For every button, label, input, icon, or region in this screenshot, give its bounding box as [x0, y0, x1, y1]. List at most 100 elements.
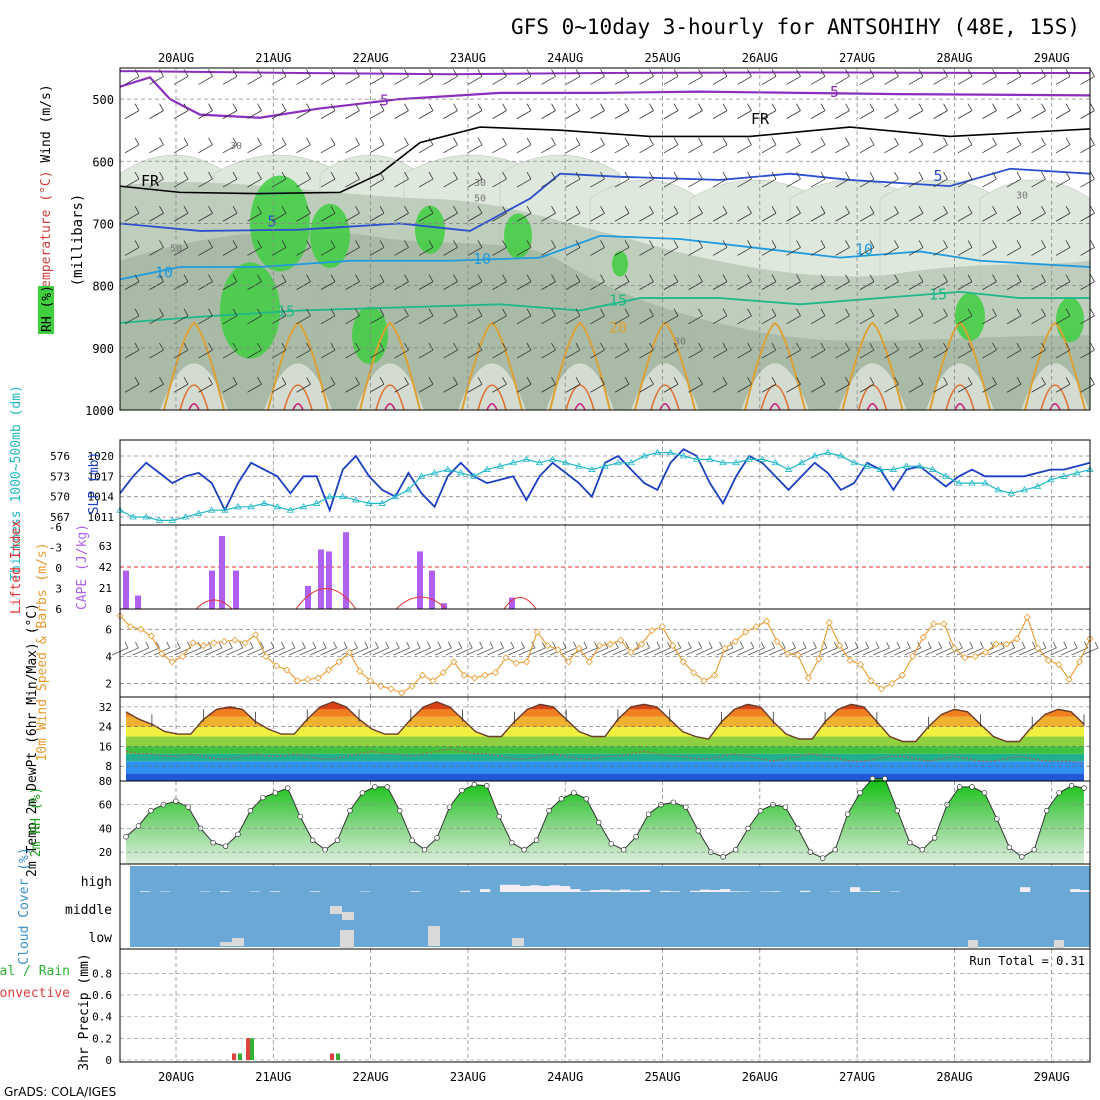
wind-barb — [369, 103, 385, 119]
rh-shade-90 — [352, 306, 388, 365]
surface-wind-barb — [852, 641, 870, 656]
wind-speed-marker — [387, 685, 395, 693]
wind-speed-marker — [867, 677, 875, 685]
surface-wind-barb — [518, 641, 536, 656]
wind-barb — [1055, 103, 1071, 119]
rh-marker — [247, 807, 254, 814]
rh-marker — [571, 790, 577, 796]
wind-speed-marker — [356, 667, 364, 675]
thickness-marker — [1007, 489, 1016, 496]
wind-barb — [394, 137, 409, 154]
surface-wind-barb — [1019, 641, 1036, 656]
wind-speed-marker — [252, 631, 260, 639]
isotherm-label: 5 — [933, 167, 942, 185]
wind-barb — [712, 240, 728, 256]
wind-speed-marker — [335, 658, 343, 666]
wind-barb — [614, 69, 630, 85]
wind-barb — [614, 274, 630, 290]
wind-barb — [271, 206, 287, 222]
cloud-bar — [342, 912, 354, 920]
thickness-marker — [365, 499, 373, 506]
wind-barb — [884, 342, 899, 359]
wind-barb — [1031, 137, 1046, 154]
rh-marker — [919, 847, 926, 853]
wind-barb — [418, 377, 434, 393]
date-label-top: 28AUG — [936, 51, 972, 65]
panel-frame — [119, 439, 1091, 526]
thickness-marker — [208, 506, 216, 513]
wind-barb — [982, 240, 997, 256]
wind-barb — [124, 103, 140, 119]
surface-wind-barb — [497, 641, 515, 656]
surface-wind-barb — [226, 641, 244, 656]
wind-barb — [198, 171, 213, 188]
cape-bar — [219, 536, 225, 609]
wind-barb — [443, 206, 458, 222]
wind-barb — [369, 308, 385, 325]
isotherm-30-peak — [574, 403, 586, 411]
wind-barb — [590, 137, 605, 154]
wind-barb — [1055, 240, 1071, 256]
thickness-marker — [1046, 475, 1055, 483]
lifted-index-curve — [295, 588, 357, 610]
cloud-bar — [220, 942, 232, 946]
wind-speed-marker — [627, 648, 635, 656]
rh-marker — [907, 839, 913, 846]
thickness-marker — [653, 448, 662, 456]
wind-barb — [541, 308, 556, 325]
cloud-bar — [500, 884, 511, 892]
wind-barb — [933, 103, 948, 119]
wind-barb — [247, 240, 262, 256]
wind-barb — [541, 206, 556, 222]
slp-tick-label: 1020 — [88, 450, 115, 463]
cloud-bar — [1054, 940, 1064, 948]
wind-barb — [1006, 206, 1022, 222]
rh-marker — [260, 794, 266, 801]
wind-barb — [320, 240, 336, 256]
thickness-marker — [470, 472, 478, 479]
thickness-marker — [1073, 469, 1081, 476]
rh-marker — [633, 833, 639, 840]
wind-speed-marker — [950, 644, 958, 652]
wind-barb — [859, 274, 875, 290]
wind-speed-marker — [241, 639, 249, 647]
thickness-marker — [719, 459, 727, 466]
wind-speed-marker — [366, 677, 374, 685]
wind-barb — [639, 342, 654, 359]
wind-barb — [761, 274, 777, 290]
wind-barb — [908, 206, 924, 222]
wind-barb — [761, 308, 777, 325]
wind-barb — [761, 342, 777, 359]
wind-barb — [982, 308, 997, 325]
wind-barb — [247, 171, 262, 188]
wind-barb — [541, 342, 556, 359]
date-label-bottom: 23AUG — [450, 1070, 486, 1084]
thickness-marker — [1020, 486, 1029, 493]
wind-barb — [418, 103, 434, 119]
wind-barb — [394, 308, 409, 325]
isotherm-25-peak — [945, 384, 975, 411]
wind-barb — [124, 377, 140, 393]
isotherm-label: 15 — [277, 303, 295, 321]
temp-tick-label: 24 — [99, 721, 113, 734]
cloud-bar — [550, 885, 561, 892]
wind-barb — [712, 377, 728, 393]
isotherm-20-peak — [549, 321, 611, 411]
isotherm-25-peak — [375, 384, 405, 411]
precip-conv-label: Convective — [0, 986, 70, 1001]
wind-barb — [394, 240, 409, 256]
wind-barb — [1031, 240, 1046, 256]
surface-wind-barb — [1081, 641, 1099, 656]
surface-wind-barb — [414, 641, 432, 656]
thickness-marker — [955, 479, 963, 486]
wind-speed-marker — [460, 671, 468, 679]
cloud-bar — [310, 891, 321, 892]
wind-barb — [467, 206, 483, 222]
wind-barb — [688, 171, 703, 188]
upper-air-frame — [119, 67, 1091, 411]
cloud-bar — [340, 930, 354, 948]
lifted-index-curve — [195, 599, 233, 610]
rh-marker — [819, 855, 826, 861]
wind-speed-line — [119, 615, 1091, 694]
